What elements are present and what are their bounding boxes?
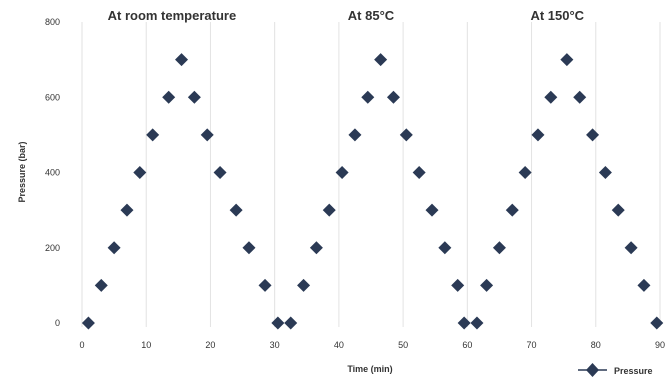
- data-point: [107, 241, 121, 255]
- legend-diamond-marker: [586, 363, 599, 377]
- data-point: [412, 166, 426, 179]
- annotation-1: At 85°C: [348, 8, 395, 23]
- grid-lines: [81, 22, 661, 327]
- x-tick-label-90: 90: [655, 340, 665, 350]
- data-point: [386, 90, 400, 104]
- data-point: [650, 316, 664, 330]
- data-point: [480, 278, 494, 292]
- data-point: [309, 241, 323, 255]
- annotation-0: At room temperature: [108, 8, 237, 23]
- y-axis-ticks: 0 200 400 600 800: [45, 17, 60, 328]
- data-point: [175, 53, 189, 67]
- data-point: [611, 203, 625, 217]
- data-point: [573, 90, 587, 104]
- data-point: [451, 278, 465, 292]
- data-point: [120, 203, 134, 217]
- data-point: [470, 316, 484, 330]
- data-point: [348, 128, 362, 142]
- x-axis-label: Time (min): [347, 364, 392, 374]
- data-point: [586, 128, 600, 142]
- data-point: [200, 128, 214, 142]
- data-point: [544, 90, 558, 104]
- data-point: [531, 128, 545, 142]
- x-tick-label-50: 50: [398, 340, 408, 350]
- x-tick-label-70: 70: [527, 340, 537, 350]
- data-point: [637, 278, 651, 292]
- data-point: [438, 241, 452, 255]
- data-point: [335, 166, 349, 179]
- data-point: [505, 203, 519, 217]
- x-tick-label-30: 30: [270, 340, 280, 350]
- data-point: [457, 316, 471, 330]
- data-point: [518, 166, 532, 179]
- data-point: [425, 203, 439, 217]
- data-points: [81, 53, 664, 330]
- data-point: [284, 316, 298, 330]
- data-point: [399, 128, 413, 142]
- data-point: [133, 166, 147, 179]
- data-point: [81, 316, 95, 330]
- data-point: [146, 128, 160, 142]
- x-tick-label-60: 60: [462, 340, 472, 350]
- annotation-2: At 150°C: [530, 8, 584, 23]
- data-point: [624, 241, 638, 255]
- y-tick-label-0: 0: [55, 318, 60, 328]
- data-point: [213, 166, 227, 179]
- data-point: [492, 241, 506, 255]
- data-point: [187, 90, 201, 104]
- y-tick-label-600: 600: [45, 92, 60, 102]
- x-tick-label-20: 20: [205, 340, 215, 350]
- chart-annotations: At room temperature At 85°C At 150°C: [108, 8, 585, 23]
- y-axis-label: Pressure (bar): [17, 141, 27, 202]
- data-point: [229, 203, 243, 217]
- x-tick-label-80: 80: [591, 340, 601, 350]
- legend-label: Pressure: [614, 366, 653, 376]
- y-tick-label-800: 800: [45, 17, 60, 27]
- data-point: [361, 90, 375, 104]
- data-point: [162, 90, 176, 104]
- data-point: [242, 241, 256, 255]
- x-tick-label-40: 40: [334, 340, 344, 350]
- data-point: [560, 53, 574, 67]
- x-tick-label-10: 10: [141, 340, 151, 350]
- data-point: [297, 278, 311, 292]
- y-tick-label-400: 400: [45, 168, 60, 178]
- x-tick-label-0: 0: [79, 340, 84, 350]
- data-point: [598, 166, 612, 179]
- data-point: [322, 203, 336, 217]
- x-axis-ticks: 0 10 20 30 40 50 60 70 80 90: [79, 340, 665, 350]
- data-point: [271, 316, 285, 330]
- data-point: [374, 53, 388, 67]
- y-tick-label-200: 200: [45, 243, 60, 253]
- data-point: [258, 278, 272, 292]
- legend: Pressure: [578, 363, 653, 377]
- data-point: [94, 278, 108, 292]
